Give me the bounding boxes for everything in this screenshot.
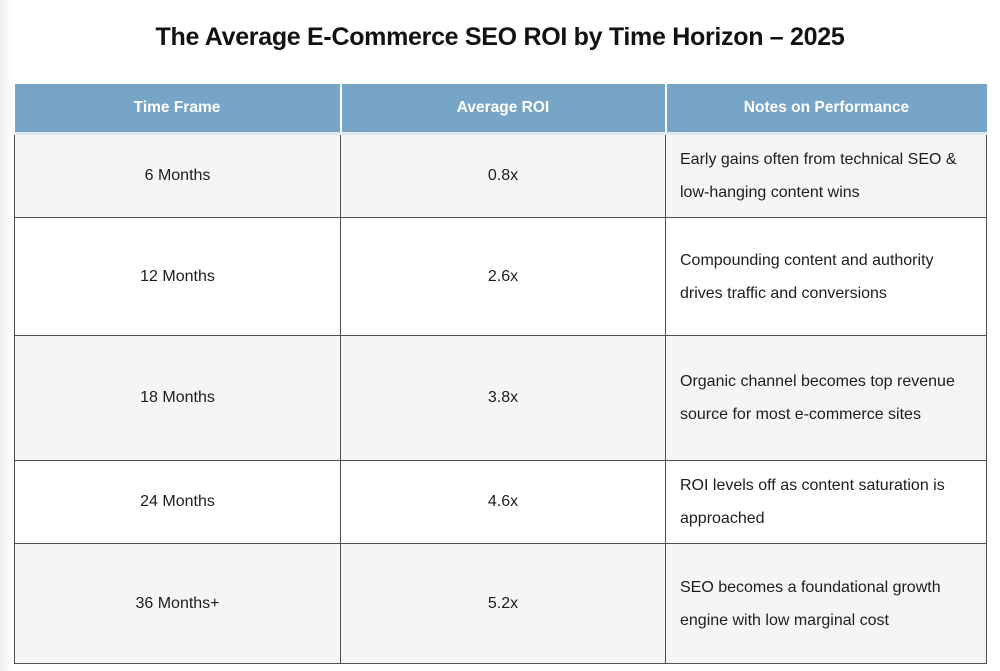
table-row: 12 Months 2.6x Compounding content and a… [14, 217, 987, 336]
table-header-row: Time Frame Average ROI Notes on Performa… [14, 84, 987, 135]
column-header-average-roi: Average ROI [339, 84, 666, 135]
average-roi-cell: 4.6x [340, 460, 666, 544]
table-row: 36 Months+ 5.2x SEO becomes a foundation… [14, 543, 987, 664]
average-roi-cell: 2.6x [340, 217, 666, 336]
table-row: 18 Months 3.8x Organic channel becomes t… [14, 335, 987, 461]
time-frame-cell: 12 Months [14, 217, 341, 336]
time-frame-cell: 36 Months+ [14, 543, 341, 664]
roi-table: Time Frame Average ROI Notes on Performa… [14, 84, 987, 664]
average-roi-cell: 0.8x [340, 133, 666, 218]
time-frame-cell: 6 Months [14, 133, 341, 218]
notes-cell: Organic channel becomes top revenue sour… [665, 335, 987, 461]
notes-cell: ROI levels off as content saturation is … [665, 460, 987, 544]
average-roi-cell: 3.8x [340, 335, 666, 461]
time-frame-cell: 24 Months [14, 460, 341, 544]
notes-cell: Early gains often from technical SEO & l… [665, 133, 987, 218]
time-frame-cell: 18 Months [14, 335, 341, 461]
page-title: The Average E-Commerce SEO ROI by Time H… [155, 23, 845, 51]
column-header-time-frame: Time Frame [14, 84, 341, 135]
notes-cell: Compounding content and authority drives… [665, 217, 987, 336]
column-header-notes: Notes on Performance [664, 84, 987, 135]
notes-cell: SEO becomes a foundational growth engine… [665, 543, 987, 664]
table-row: 6 Months 0.8x Early gains often from tec… [14, 133, 987, 218]
average-roi-cell: 5.2x [340, 543, 666, 664]
table-row: 24 Months 4.6x ROI levels off as content… [14, 460, 987, 544]
